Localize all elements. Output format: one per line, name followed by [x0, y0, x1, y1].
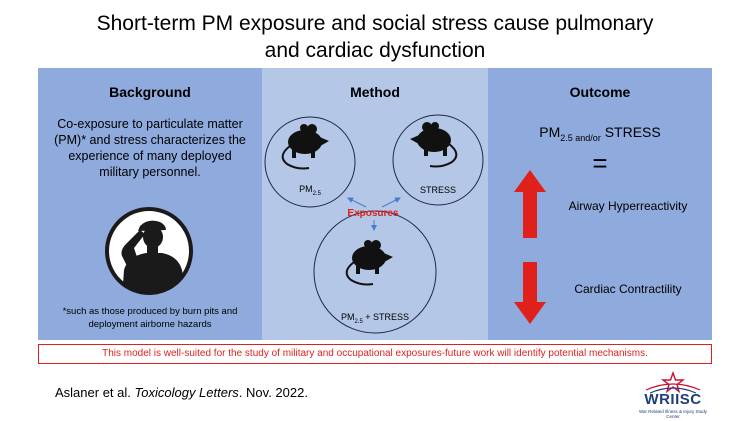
background-line-3: experience of many deployed: [68, 149, 232, 163]
stress-node-label: STRESS: [419, 185, 456, 195]
background-heading: Background: [109, 84, 191, 100]
outcome-heading: Outcome: [569, 84, 631, 100]
arrow-down-icon: [514, 262, 546, 324]
footnote-line-1: *such as those produced by burn pits and: [62, 306, 238, 317]
conclusion-box: This model is well-suited for the study …: [38, 344, 712, 364]
equals-sign: =: [592, 148, 608, 178]
stress-circle: [392, 114, 484, 206]
combo-node-label: PM2.5 + STRESS: [340, 312, 410, 325]
method-panel: Method PM2.5 STRESS Exp: [262, 68, 488, 340]
page-title: Short-term PM exposure and social stress…: [0, 10, 750, 64]
exposures-label: Exposures: [347, 208, 399, 219]
logo-tagline: War Related Illness & Injury Study Cente…: [638, 409, 708, 419]
mouse-icon: [409, 121, 458, 168]
background-line-1: Co-exposure to particulate matter: [57, 117, 243, 131]
background-footnote: *such as those produced by burn pits and…: [42, 305, 258, 331]
combo-circle: [313, 210, 437, 334]
outcome-arrows: [514, 170, 546, 324]
exposure-arrow-right: [381, 197, 401, 208]
wriisc-logo: WRIISC War Related Illness & Injury Stud…: [636, 370, 710, 420]
title-line-1: Short-term PM exposure and social stress…: [96, 12, 654, 35]
background-line-4: military personnel.: [99, 165, 201, 179]
mouse-icon: [345, 239, 394, 286]
pm-node-label: PM2.5: [299, 184, 321, 197]
saluting-soldier-icon: [105, 207, 193, 295]
logo-text: WRIISC: [644, 391, 702, 408]
exposure-arrow-left: [347, 197, 367, 208]
method-heading: Method: [350, 84, 400, 100]
pm-circle: [264, 116, 356, 208]
cardiac-contractility-label: Cardiac Contractility: [574, 282, 682, 296]
background-line-2: (PM)* and stress characterizes the: [54, 133, 246, 147]
outcome-panel: Outcome PM2.5 and/or STRESS = Airway Hyp…: [488, 68, 712, 340]
mouse-icon: [281, 123, 330, 170]
method-diagram: [264, 114, 484, 334]
outcome-exposure: PM2.5 and/or STRESS: [539, 124, 661, 143]
arrow-up-icon: [514, 170, 546, 238]
footnote-line-2: deployment airborne hazards: [88, 319, 212, 330]
citation: Aslaner et al. Toxicology Letters. Nov. …: [55, 385, 308, 400]
airway-hyperreactivity-label: Airway Hyperreactivity: [568, 199, 688, 213]
background-panel: Background Co-exposure to particulate ma…: [38, 68, 262, 340]
title-line-2: and cardiac dysfunction: [264, 39, 486, 62]
logo-star-icon: [645, 370, 701, 394]
background-description: Co-exposure to particulate matter (PM)* …: [44, 116, 256, 180]
